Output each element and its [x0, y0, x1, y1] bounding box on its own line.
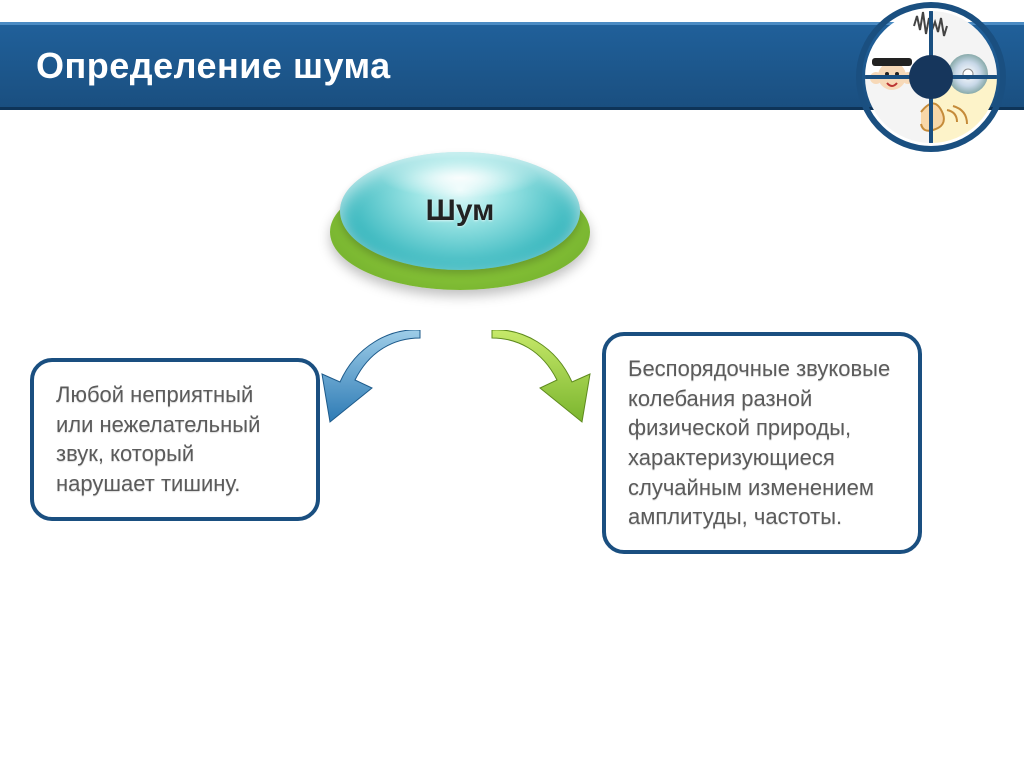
definition-left-text: Любой неприятный или нежелательный звук,…	[56, 382, 260, 496]
center-oval: Шум	[330, 152, 590, 290]
definition-box-left: Любой неприятный или нежелательный звук,…	[30, 358, 320, 521]
definition-right-text: Беспорядочные звуковые колебания разной …	[628, 356, 890, 529]
oval-highlight	[380, 158, 540, 198]
header-logo-icon	[856, 2, 1006, 152]
oval-front-layer: Шум	[340, 152, 580, 270]
arrow-right-icon	[472, 330, 612, 450]
oval-label: Шум	[426, 194, 495, 228]
arrow-left-icon	[300, 330, 440, 450]
page-title: Определение шума	[36, 45, 391, 87]
definition-box-right: Беспорядочные звуковые колебания разной …	[602, 332, 922, 554]
